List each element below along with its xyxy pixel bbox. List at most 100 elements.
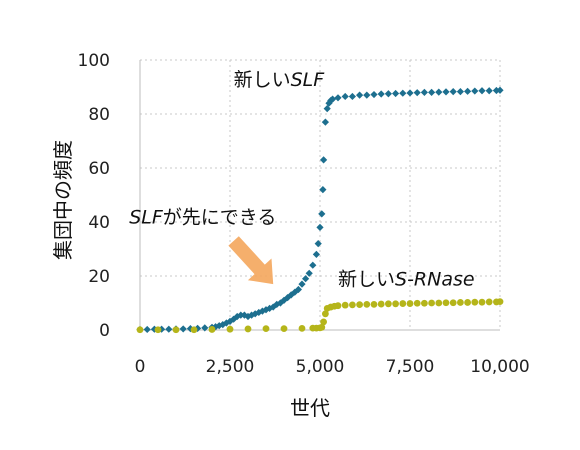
arrow-icon [228,236,274,285]
x-axis-title: 世代 [290,396,330,420]
data-point [248,311,256,319]
x-tick-label: 0 [135,357,146,377]
data-point [309,261,317,269]
data-point [356,91,364,99]
data-point [258,307,266,315]
data-point [294,285,302,294]
data-point [314,240,322,248]
data-point [428,299,435,307]
data-point [312,250,320,258]
grid [140,59,501,330]
data-point [349,301,356,309]
data-point [363,91,371,99]
data-point [320,318,327,326]
data-point [449,299,457,307]
data-point [143,325,151,334]
data-point [284,294,292,302]
data-point [334,302,342,310]
data-point [413,299,421,307]
annotation-part: S-RNase [395,269,475,291]
data-point [406,89,414,97]
data-point [428,88,436,96]
data-point [154,326,162,334]
y-tick-label: 60 [88,159,110,179]
data-point [329,95,337,103]
data-point [370,300,378,308]
data-point [251,310,259,318]
annotation-part: SLF [291,69,326,91]
data-point [316,223,324,231]
annotation-part: 新しい [338,269,395,291]
annotation-part: が先にできる [163,207,277,229]
data-point [287,291,295,299]
data-point [320,156,328,164]
data-point [305,269,313,277]
data-point [406,300,414,307]
data-point [190,326,198,334]
y-tick-label: 0 [99,321,110,341]
data-point [392,89,400,98]
x-tick-label: 2,500 [206,357,255,377]
data-point [255,308,263,317]
data-point [201,324,209,332]
data-point [435,299,443,307]
annotation-slf-new: 新しいSLF [234,69,326,91]
data-point [478,298,486,306]
data-point [449,87,457,96]
data-point [442,299,450,307]
data-point [496,298,504,306]
data-point [219,321,227,329]
y-tick-label: 100 [78,51,110,71]
annotation-part: SLF [129,207,164,229]
data-point [413,89,421,97]
data-point [226,325,234,333]
data-point [471,87,479,95]
data-point [435,88,443,96]
data-point [237,311,245,319]
data-point [341,301,349,309]
series [136,86,504,334]
data-point [172,326,180,334]
data-point [385,300,392,308]
data-point [399,89,407,97]
y-tick-label: 20 [88,267,110,287]
annotation-part: 新しい [234,69,291,91]
data-point [377,300,385,308]
data-point [222,319,230,327]
data-point [464,87,472,95]
data-point [302,275,310,283]
data-point [318,323,326,331]
y-tick-label: 80 [88,105,110,125]
data-point [291,288,299,296]
y-tick-label: 40 [88,213,110,233]
data-point [392,300,399,308]
data-point [179,325,187,333]
data-point [186,325,194,333]
data-point [496,86,504,94]
axes: 0 20 40 60 80 100 0 2,500 5,000 7,500 10,000 世代 集団中の… [51,51,530,420]
data-point [420,88,428,96]
data-point [240,311,248,319]
data-point [485,87,493,95]
x-tick-label: 7,500 [386,357,435,377]
data-point [318,210,326,218]
data-point [471,298,479,306]
annotation-srnase-new: 新しいS-RNase [338,269,475,291]
data-point [321,118,329,126]
data-point [244,325,252,333]
data-point [230,315,238,323]
y-axis-title: 集団中の頻度 [51,140,75,260]
data-point [208,326,216,333]
data-point [370,90,378,99]
data-point [334,94,342,102]
data-point [399,300,407,307]
data-point [485,298,493,306]
x-tick-label: 10,000 [470,357,529,377]
data-point [348,92,356,101]
data-point [457,299,464,306]
data-point [298,324,306,332]
data-point [165,325,173,333]
data-point [421,299,428,307]
